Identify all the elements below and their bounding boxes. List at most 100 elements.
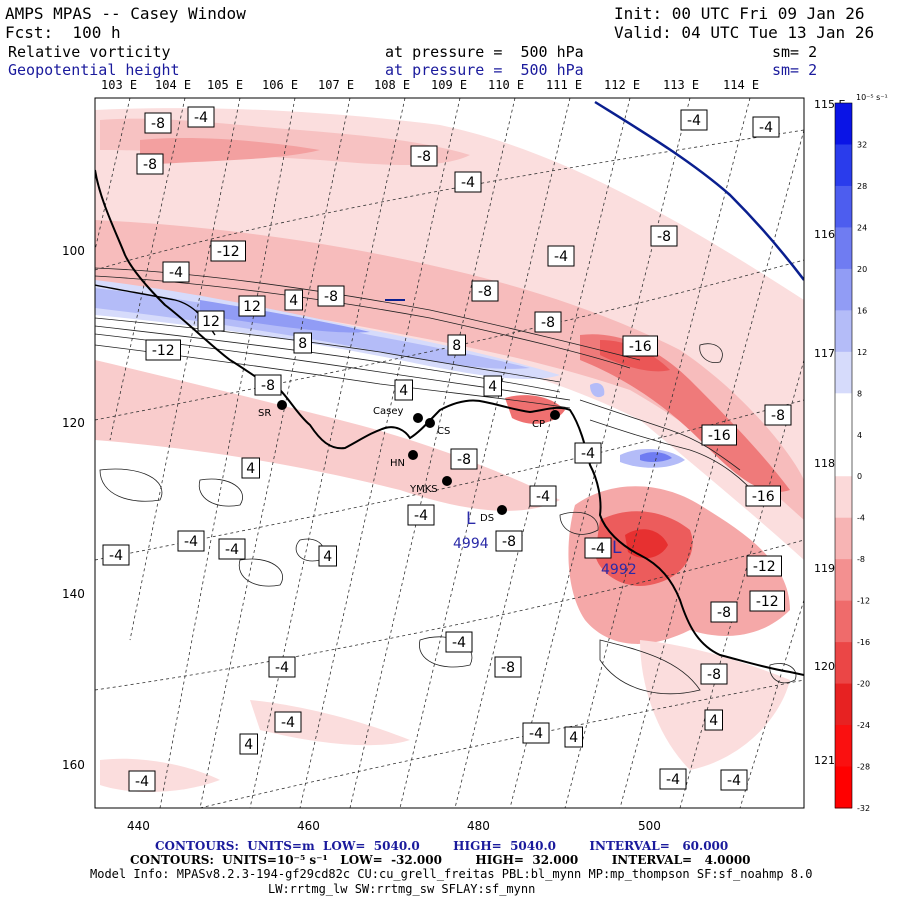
svg-text:-4: -4 xyxy=(591,541,605,557)
contour-label: 12 xyxy=(238,295,266,317)
top-lon-label: 109 E xyxy=(431,78,468,92)
colorbar-frame xyxy=(834,102,853,809)
svg-text:-4: -4 xyxy=(727,773,741,789)
svg-text:-4: -4 xyxy=(452,635,466,651)
colorbar-swatch xyxy=(835,103,852,145)
colorbar-tick-label: 0 xyxy=(857,472,862,481)
contour-label: -4 xyxy=(268,656,296,678)
svg-text:4: 4 xyxy=(289,293,298,309)
map-title: AMPS MPAS -- Casey Window xyxy=(5,4,246,23)
field2-level: at pressure = 500 hPa xyxy=(385,61,584,79)
svg-text:-4: -4 xyxy=(536,489,550,505)
colorbar-tick-label: -16 xyxy=(857,638,870,647)
coastline xyxy=(95,169,804,676)
contour-label: -4 xyxy=(177,530,205,552)
svg-text:-12: -12 xyxy=(217,244,240,260)
colorbar: 32 28 24 20 16 12 8 4 0 -4 -8 -12 -16 -20 -24 -28 -32 xyxy=(834,102,870,813)
contour-label: -8 xyxy=(700,663,728,685)
station-label: HN xyxy=(390,458,405,469)
top-lon-label: 112 E xyxy=(604,78,641,92)
field1-level: at pressure = 500 hPa xyxy=(385,43,584,61)
svg-text:-4: -4 xyxy=(109,548,123,564)
svg-text:-4: -4 xyxy=(554,249,568,265)
contour-label: -4 xyxy=(680,109,708,131)
svg-text:-8: -8 xyxy=(417,149,431,165)
contour-label: -4 xyxy=(445,631,473,653)
svg-text:-4: -4 xyxy=(169,265,183,281)
shade-neg-top-2 xyxy=(140,138,320,165)
svg-text:12: 12 xyxy=(202,314,220,330)
svg-text:12: 12 xyxy=(243,299,261,315)
svg-text:8: 8 xyxy=(452,338,461,354)
colorbar-tick-label: -24 xyxy=(857,721,870,730)
contour-label: 4 xyxy=(318,545,337,567)
svg-text:-12: -12 xyxy=(756,594,779,610)
top-lon-label: 110 E xyxy=(488,78,525,92)
contour-label: -4 xyxy=(584,537,612,559)
svg-text:-12: -12 xyxy=(753,559,776,575)
contour-label: -8 xyxy=(136,153,164,175)
contour-label: -12 xyxy=(145,339,181,361)
contour-label: -12 xyxy=(749,590,785,612)
shade-neg-cp xyxy=(505,395,565,424)
colorbar-tick-label: 20 xyxy=(857,265,867,274)
colorbar-swatch xyxy=(835,766,852,809)
svg-text:-16: -16 xyxy=(629,339,652,355)
station-label: DS xyxy=(480,513,494,524)
station-marker xyxy=(425,418,435,428)
contour-label: 4 xyxy=(564,726,583,748)
svg-text:4: 4 xyxy=(569,730,578,746)
station-marker xyxy=(550,410,560,420)
contour-label: -8 xyxy=(144,112,172,134)
contour-label: -8 xyxy=(494,656,522,678)
svg-text:-4: -4 xyxy=(461,175,475,191)
footer-contours-height: CONTOURS: UNITS=m LOW= 5040.0 HIGH= 5040… xyxy=(155,839,729,853)
station-label: YMKS xyxy=(409,484,438,495)
svg-text:-16: -16 xyxy=(752,489,775,505)
contour-label: -4 xyxy=(454,171,482,193)
station-marker xyxy=(408,450,418,460)
svg-text:4: 4 xyxy=(399,383,408,399)
x-tick-label: 500 xyxy=(638,819,661,833)
contour-label: 4 xyxy=(241,457,260,479)
svg-text:-4: -4 xyxy=(687,113,701,129)
svg-text:-8: -8 xyxy=(457,452,471,468)
contour-label: -8 xyxy=(410,145,438,167)
field1-smoothing: sm= 2 xyxy=(772,43,818,61)
contour-label: -4 xyxy=(218,538,246,560)
svg-text:-8: -8 xyxy=(143,157,157,173)
contour-label: -4 xyxy=(659,768,687,790)
colorbar-tick-label: -12 xyxy=(857,597,870,606)
contour-label: -8 xyxy=(495,530,523,552)
colorbar-swatch xyxy=(835,683,852,726)
svg-text:4: 4 xyxy=(244,737,253,753)
station-marker xyxy=(497,505,507,515)
svg-text:-4: -4 xyxy=(225,542,239,558)
x-tick-label: 460 xyxy=(297,819,320,833)
colorbar-unit: 10⁻⁵ s⁻¹ xyxy=(856,93,888,102)
contour-label: -8 xyxy=(710,601,738,623)
station-label: CS xyxy=(437,426,450,437)
colorbar-tick-label: 16 xyxy=(857,306,867,315)
contour-label: 4 xyxy=(284,289,303,311)
field2-smoothing: sm= 2 xyxy=(772,61,818,79)
contour-label: -4 xyxy=(187,106,215,128)
svg-text:-8: -8 xyxy=(771,408,785,424)
shade-pos-small xyxy=(590,383,605,398)
colorbar-swatch xyxy=(835,517,852,560)
colorbar-swatch xyxy=(835,393,852,436)
top-lon-label: 114 E xyxy=(723,78,760,92)
svg-text:-4: -4 xyxy=(194,110,208,126)
contour-label: -16 xyxy=(701,424,737,446)
colorbar-swatch xyxy=(835,434,852,477)
contour-label: 4 xyxy=(394,379,413,401)
contour-label: 4 xyxy=(239,733,258,755)
field2-name: Geopotential height xyxy=(8,61,180,79)
top-lon-label: 108 E xyxy=(374,78,411,92)
x-tick-label: 480 xyxy=(467,819,490,833)
svg-text:4: 4 xyxy=(709,713,718,729)
colorbar-swatch xyxy=(835,185,852,228)
svg-text:4: 4 xyxy=(488,379,497,395)
shade-neg-low-center xyxy=(625,529,668,559)
